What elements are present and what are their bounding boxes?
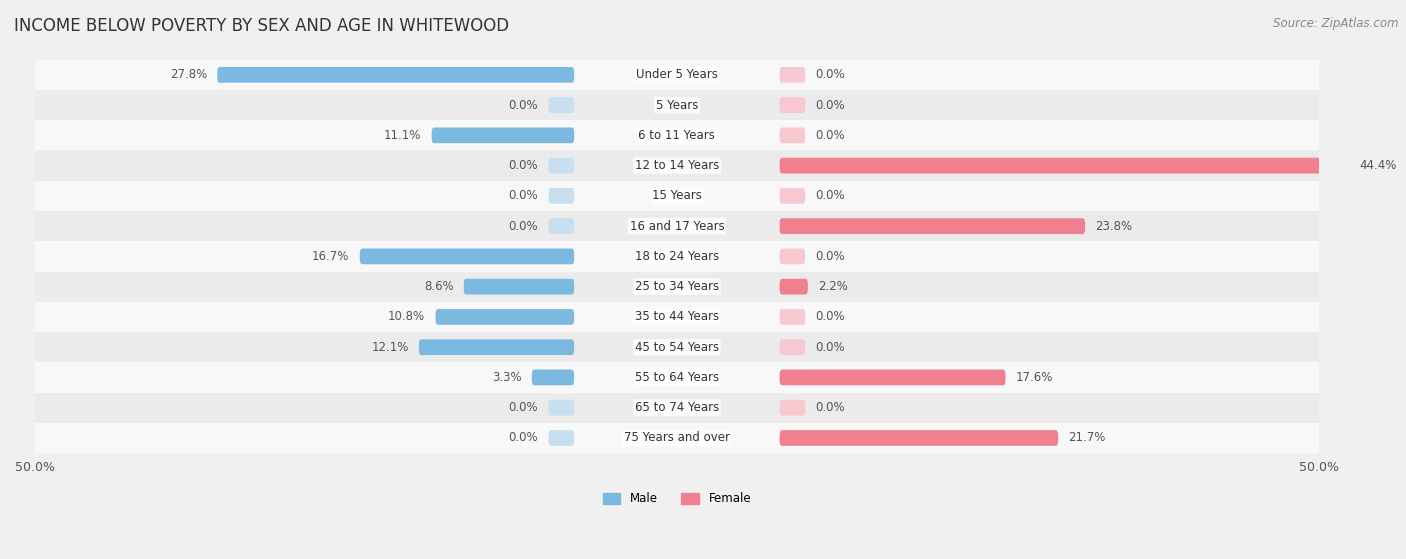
FancyBboxPatch shape [779, 158, 1350, 173]
Text: 23.8%: 23.8% [1095, 220, 1132, 233]
FancyBboxPatch shape [436, 309, 574, 325]
Text: Under 5 Years: Under 5 Years [636, 68, 718, 82]
Text: 0.0%: 0.0% [815, 129, 845, 142]
Text: 25 to 34 Years: 25 to 34 Years [636, 280, 718, 293]
Text: 35 to 44 Years: 35 to 44 Years [636, 310, 718, 324]
Text: 18 to 24 Years: 18 to 24 Years [634, 250, 718, 263]
FancyBboxPatch shape [548, 430, 574, 446]
Text: 15 Years: 15 Years [652, 190, 702, 202]
FancyBboxPatch shape [779, 67, 806, 83]
FancyBboxPatch shape [779, 188, 806, 203]
Text: 10.8%: 10.8% [388, 310, 425, 324]
FancyBboxPatch shape [531, 369, 574, 385]
Bar [35, 150, 1319, 181]
Text: 44.4%: 44.4% [1360, 159, 1398, 172]
Text: 0.0%: 0.0% [815, 401, 845, 414]
Text: 0.0%: 0.0% [509, 98, 538, 112]
FancyBboxPatch shape [548, 97, 574, 113]
FancyBboxPatch shape [779, 97, 806, 113]
FancyBboxPatch shape [464, 279, 574, 295]
Text: 0.0%: 0.0% [815, 68, 845, 82]
Text: 0.0%: 0.0% [509, 401, 538, 414]
FancyBboxPatch shape [779, 279, 808, 295]
Text: 0.0%: 0.0% [815, 250, 845, 263]
FancyBboxPatch shape [419, 339, 574, 355]
Bar [35, 272, 1319, 302]
Text: 6 to 11 Years: 6 to 11 Years [638, 129, 716, 142]
FancyBboxPatch shape [779, 249, 806, 264]
FancyBboxPatch shape [779, 339, 806, 355]
FancyBboxPatch shape [779, 400, 806, 415]
Text: 17.6%: 17.6% [1015, 371, 1053, 384]
Text: 65 to 74 Years: 65 to 74 Years [634, 401, 718, 414]
Bar [35, 362, 1319, 392]
Bar [35, 302, 1319, 332]
FancyBboxPatch shape [360, 249, 574, 264]
FancyBboxPatch shape [432, 127, 574, 143]
FancyBboxPatch shape [779, 218, 1085, 234]
Text: 0.0%: 0.0% [815, 340, 845, 354]
Text: 0.0%: 0.0% [815, 190, 845, 202]
FancyBboxPatch shape [779, 309, 806, 325]
Text: 16.7%: 16.7% [312, 250, 350, 263]
Text: 16 and 17 Years: 16 and 17 Years [630, 220, 724, 233]
FancyBboxPatch shape [779, 369, 1005, 385]
Text: 11.1%: 11.1% [384, 129, 422, 142]
Bar [35, 211, 1319, 241]
Text: 0.0%: 0.0% [509, 432, 538, 444]
Text: Source: ZipAtlas.com: Source: ZipAtlas.com [1274, 17, 1399, 30]
Bar [35, 392, 1319, 423]
FancyBboxPatch shape [548, 158, 574, 173]
Text: 12 to 14 Years: 12 to 14 Years [634, 159, 718, 172]
Bar [35, 90, 1319, 120]
Text: 21.7%: 21.7% [1069, 432, 1105, 444]
Text: 27.8%: 27.8% [170, 68, 207, 82]
Legend: Male, Female: Male, Female [598, 487, 756, 510]
Text: 8.6%: 8.6% [423, 280, 454, 293]
Text: 0.0%: 0.0% [509, 220, 538, 233]
FancyBboxPatch shape [548, 188, 574, 203]
Text: INCOME BELOW POVERTY BY SEX AND AGE IN WHITEWOOD: INCOME BELOW POVERTY BY SEX AND AGE IN W… [14, 17, 509, 35]
Bar [35, 423, 1319, 453]
Text: 0.0%: 0.0% [509, 159, 538, 172]
Text: 0.0%: 0.0% [815, 310, 845, 324]
Text: 0.0%: 0.0% [509, 190, 538, 202]
Bar [35, 60, 1319, 90]
Text: 0.0%: 0.0% [815, 98, 845, 112]
Bar [35, 120, 1319, 150]
Text: 75 Years and over: 75 Years and over [624, 432, 730, 444]
Bar [35, 181, 1319, 211]
Text: 5 Years: 5 Years [655, 98, 697, 112]
Text: 12.1%: 12.1% [371, 340, 409, 354]
Text: 55 to 64 Years: 55 to 64 Years [636, 371, 718, 384]
Text: 45 to 54 Years: 45 to 54 Years [636, 340, 718, 354]
FancyBboxPatch shape [548, 218, 574, 234]
Bar [35, 332, 1319, 362]
Text: 3.3%: 3.3% [492, 371, 522, 384]
FancyBboxPatch shape [218, 67, 574, 83]
FancyBboxPatch shape [779, 127, 806, 143]
FancyBboxPatch shape [548, 400, 574, 415]
Bar [35, 241, 1319, 272]
FancyBboxPatch shape [779, 430, 1059, 446]
Text: 2.2%: 2.2% [818, 280, 848, 293]
